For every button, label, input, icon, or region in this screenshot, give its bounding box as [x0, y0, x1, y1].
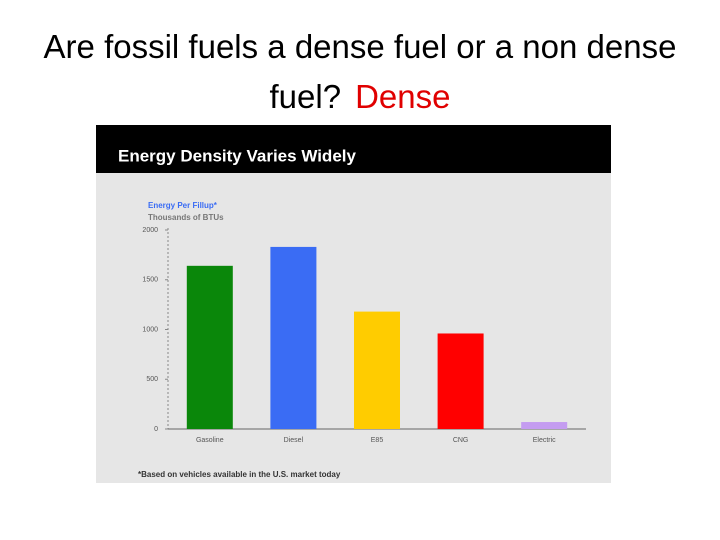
x-tick-label: Diesel [284, 437, 304, 444]
x-tick-label: E85 [371, 437, 384, 444]
series-label: Energy Per Fillup* [148, 201, 218, 210]
footnote: *Based on vehicles available in the U.S.… [138, 470, 341, 479]
chart-header [96, 125, 611, 173]
bar [270, 246, 317, 429]
slide-title: Are fossil fuels a dense fuel or a non d… [40, 22, 680, 122]
y-tick-label: 1000 [142, 326, 158, 333]
bar [354, 311, 400, 429]
y-tick-label: 0 [154, 426, 158, 433]
y-axis-label: Thousands of BTUs [148, 213, 224, 222]
y-tick-label: 500 [146, 376, 158, 383]
bar [521, 422, 568, 429]
bar [437, 333, 484, 429]
bar [186, 265, 233, 429]
y-tick-label: 1500 [142, 277, 158, 284]
chart-title: Energy Density Varies Widely [118, 146, 356, 165]
x-tick-label: Gasoline [196, 437, 224, 444]
y-tick-label: 2000 [142, 227, 158, 234]
question: Are fossil fuels a dense fuel or a non d… [43, 28, 677, 115]
x-tick-label: CNG [453, 437, 469, 444]
answer: Dense [355, 78, 451, 115]
x-tick-label: Electric [533, 437, 556, 444]
